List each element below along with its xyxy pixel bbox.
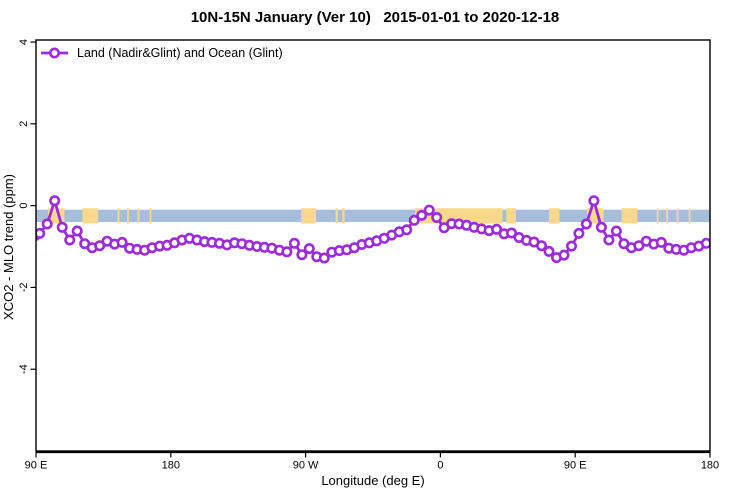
land-strip-segment [621,208,638,224]
land-strip-segment [688,208,691,224]
data-point-marker [401,224,413,236]
land-strip-segment [301,208,317,224]
data-point-marker [491,223,503,235]
land-strip-segment [335,208,338,224]
legend-label: Land (Nadir&Glint) and Ocean (Glint) [77,46,283,60]
x-tick-label: 90 E [25,460,48,472]
data-point-marker [700,237,710,249]
data-point-marker [423,204,435,216]
data-point-marker [56,221,68,233]
land-strip-segment [656,208,659,224]
data-point-marker [288,237,300,249]
data-point-marker [558,249,570,261]
land-strip-segment [666,208,669,224]
data-point-marker [633,240,645,252]
data-point-marker [116,236,128,248]
data-point-marker [603,234,615,246]
y-tick-label: -4 [18,364,30,374]
data-point-marker [610,225,622,237]
data-point-marker [41,218,53,230]
land-strip-segment [117,208,120,224]
x-tick-label: 90 E [564,460,587,472]
land-strip-segment [548,208,560,224]
x-tick-label: 90 W [293,460,319,472]
plot-content: 90 E 180 90 W 0 90 E 180 -4 -2 0 2 4 [18,39,719,472]
data-point-marker [595,221,607,233]
data-point-marker [565,240,577,252]
x-tick-label: 0 [437,460,443,472]
data-point-marker [505,227,517,239]
chart-title: 10N-15N January (Ver 10) 2015-01-01 to 2… [191,9,560,26]
data-point-marker [296,249,308,261]
land-strip-segment [127,208,129,224]
data-point-marker [36,227,46,239]
data-point-marker [71,225,83,237]
y-tick-label: 0 [18,203,30,209]
data-point-marker [655,236,667,248]
data-point-marker [281,246,293,258]
y-tick-label: 2 [18,121,30,127]
data-point-marker [408,214,420,226]
land-strip-segment [149,208,152,224]
data-point-marker [580,218,592,230]
data-point-marker [543,245,555,257]
data-point-marker [416,209,428,221]
data-point-marker [535,240,547,252]
y-axis-label: XCO2 - MLO trend (ppm) [1,174,16,320]
data-point-marker [431,212,443,224]
data-point-marker [588,195,600,207]
data-point-marker [573,227,585,239]
land-strip-segment [676,208,679,224]
data-point-marker [94,240,106,252]
legend-marker-icon [48,47,60,59]
x-axis-label: Longitude (deg E) [321,473,424,488]
data-point-marker [64,234,76,246]
y-tick-label: 4 [18,39,30,45]
x-tick-label: 180 [162,460,180,472]
ocean-strip [36,209,710,222]
data-point-marker [303,243,315,255]
y-tick-label: -2 [18,283,30,293]
land-strip-segment [506,208,517,224]
data-point-marker [318,252,330,264]
land-strip-segment [342,208,345,224]
legend: Land (Nadir&Glint) and Ocean (Glint) [41,46,283,60]
land-strip-segment [82,208,99,224]
x-tick-label: 180 [701,460,719,472]
land-strip-segment [137,208,140,224]
data-point-marker [49,195,61,207]
